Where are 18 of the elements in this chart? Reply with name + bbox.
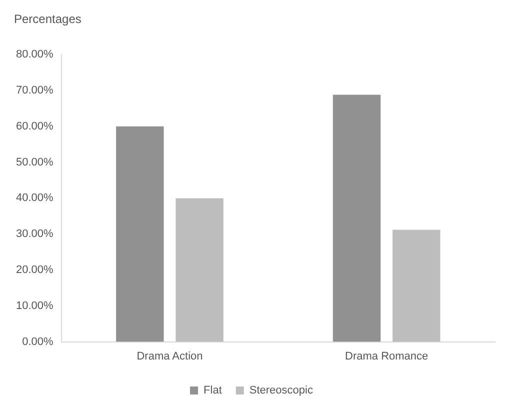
bar [332,94,381,342]
legend-label: Flat [204,384,222,397]
legend-label: Stereoscopic [249,384,314,397]
y-tick-label: 60.00% [16,120,54,132]
y-tick-label: 0.00% [22,336,54,348]
y-tick-label: 70.00% [16,84,54,97]
x-tick-label: Drama Romance [345,350,428,362]
y-tick-label: 20.00% [16,264,54,276]
bar [392,230,440,342]
y-tick-label: 40.00% [16,192,54,204]
y-tick-label: 30.00% [16,228,54,240]
x-tick-label: Drama Action [136,350,203,362]
bar [176,198,224,342]
y-axis-title: Percentages [13,11,82,28]
y-tick-label: 80.00% [16,48,54,61]
y-tick-label: 10.00% [16,300,54,312]
y-tick-label: 50.00% [16,156,54,168]
bar [116,126,164,342]
